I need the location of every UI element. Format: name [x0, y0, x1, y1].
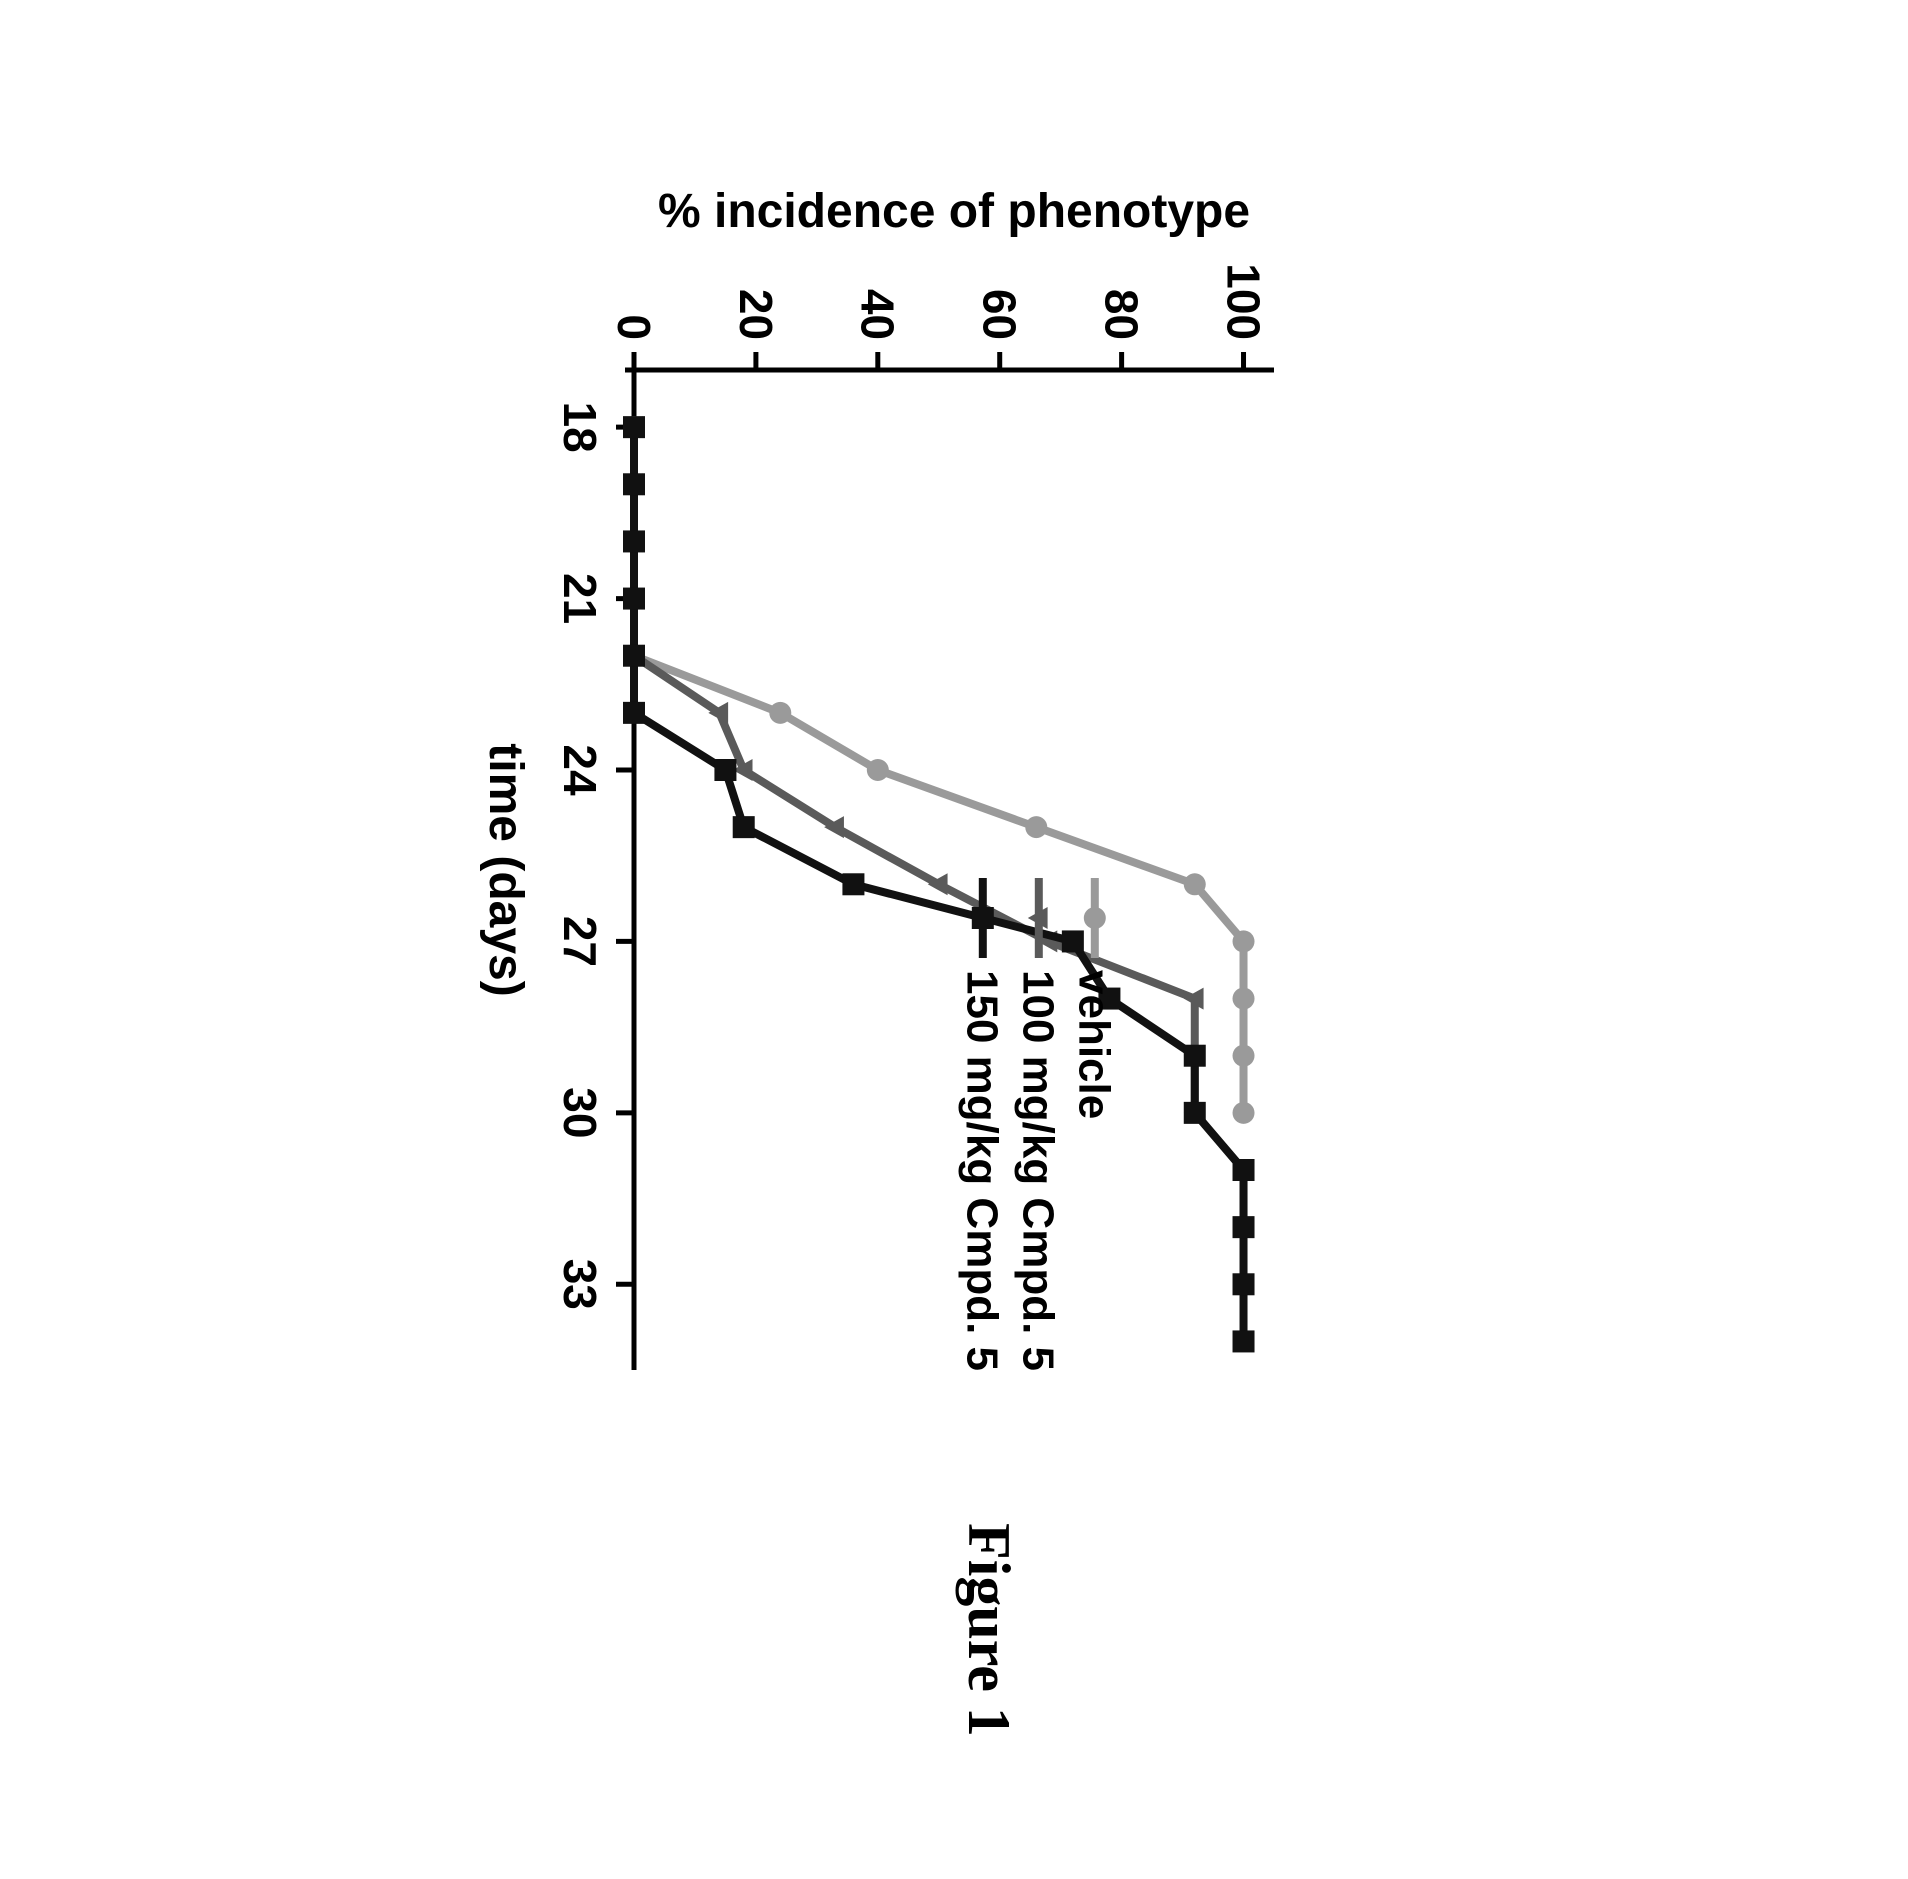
- svg-text:100: 100: [1217, 263, 1269, 340]
- svg-text:20: 20: [730, 289, 782, 340]
- svg-text:80: 80: [1096, 289, 1148, 340]
- svg-text:18: 18: [554, 402, 606, 453]
- svg-text:40: 40: [852, 289, 904, 340]
- svg-text:60: 60: [974, 289, 1026, 340]
- svg-text:27: 27: [554, 916, 606, 967]
- legend-label-vehicle: vehicle: [1069, 970, 1118, 1119]
- svg-text:24: 24: [554, 744, 606, 796]
- figure-caption: Figure 1: [954, 1523, 1023, 1737]
- svg-text:30: 30: [554, 1087, 606, 1138]
- svg-text:0: 0: [608, 314, 660, 340]
- figure-container: 18 21 24 27 30 33 0 20 40 60 80 100 time (days) % inc…: [0, 0, 1908, 1879]
- svg-text:time (days): time (days): [479, 743, 532, 996]
- svg-text:33: 33: [554, 1259, 606, 1310]
- svg-text:% incidence of phenotype: % incidence of phenotype: [658, 185, 1250, 238]
- legend-label-d100: 100 mg/kg Cmpd. 5: [1013, 970, 1062, 1371]
- series-line-d100: [634, 427, 1244, 1227]
- legend-label-d150: 150 mg/kg Cmpd. 5: [957, 970, 1006, 1371]
- svg-text:21: 21: [554, 573, 606, 624]
